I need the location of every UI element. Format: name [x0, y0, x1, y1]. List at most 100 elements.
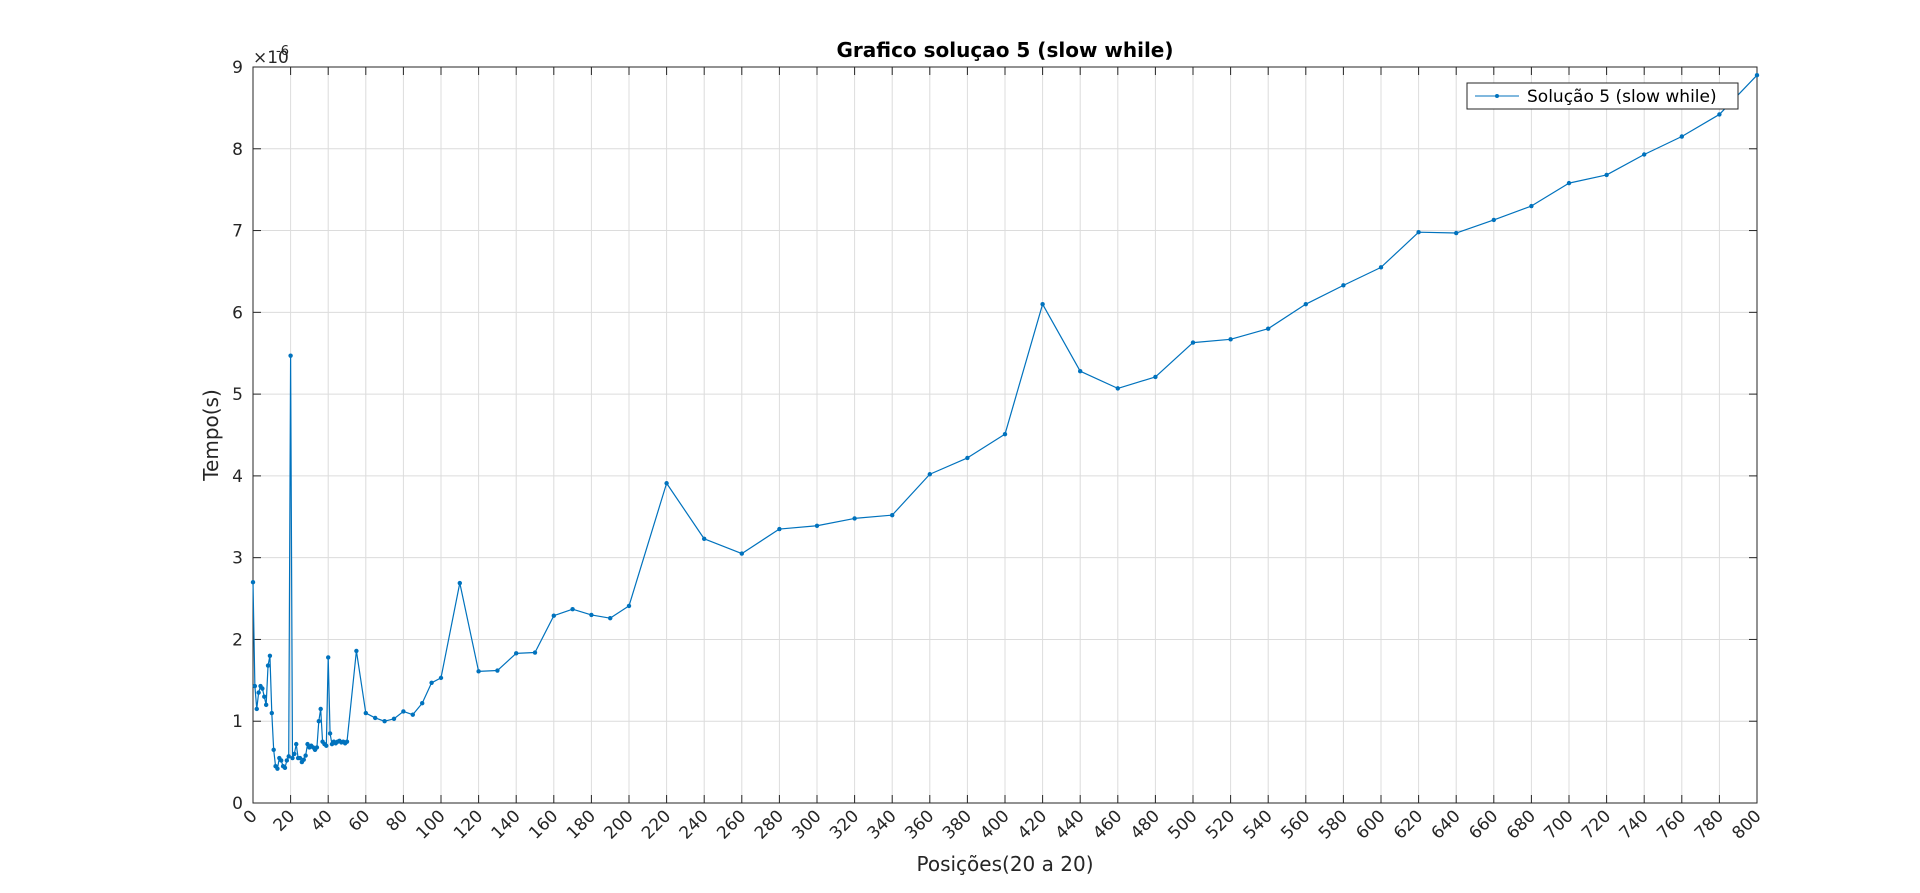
data-point: [297, 755, 303, 761]
data-point: [303, 753, 308, 758]
data-point: [1679, 134, 1685, 139]
data-series: [250, 72, 1760, 771]
data-point: [1266, 326, 1271, 331]
y-exponent-label: ×10 -6: [253, 44, 289, 68]
data-point: [927, 472, 932, 477]
data-point: [290, 755, 295, 761]
y-tick-label: 7: [232, 222, 243, 242]
data-point: [476, 669, 481, 674]
data-point: [288, 353, 293, 358]
data-point: [1454, 230, 1459, 236]
data-point: [294, 741, 299, 747]
y-tick-label: 1: [232, 712, 243, 732]
data-point: [305, 741, 310, 747]
data-point: [284, 758, 290, 763]
data-point: [354, 648, 359, 654]
data-point: [1604, 172, 1609, 178]
data-point: [265, 663, 271, 668]
data-point: [702, 536, 707, 542]
data-point: [1190, 340, 1196, 345]
data-point: [664, 481, 669, 486]
data-point: [286, 754, 291, 759]
legend-entry-label: Solução 5 (slow while): [1527, 87, 1717, 107]
data-point: [1303, 301, 1309, 307]
data-point: [570, 606, 575, 612]
data-point: [260, 686, 265, 691]
data-point: [532, 650, 538, 655]
data-point: [1566, 180, 1572, 186]
y-exponent-base: ×10: [253, 48, 289, 68]
data-point: [254, 706, 259, 712]
x-axis-label: Posições(20 a 20): [917, 852, 1094, 876]
data-point: [275, 766, 280, 771]
legend-marker-swatch: [1495, 94, 1499, 98]
data-point: [1378, 265, 1384, 270]
data-point: [814, 523, 820, 528]
data-point: [318, 706, 323, 712]
data-point: [1115, 386, 1121, 391]
data-point: [269, 710, 274, 716]
chart-title: Grafico soluçao 5 (slow while): [836, 38, 1173, 62]
data-point: [1491, 217, 1497, 223]
data-point: [344, 739, 350, 744]
data-point: [608, 615, 613, 621]
data-point: [271, 747, 276, 753]
data-point: [551, 613, 556, 618]
data-point: [1529, 203, 1534, 209]
y-tick-label: 6: [232, 303, 243, 323]
data-point: [420, 701, 425, 706]
data-point: [326, 655, 331, 660]
data-point: [363, 710, 368, 716]
data-point: [739, 551, 744, 556]
data-point: [1416, 229, 1421, 235]
data-point: [852, 516, 857, 521]
data-point: [1754, 72, 1760, 78]
y-tick-label: 9: [232, 58, 243, 78]
data-point: [1040, 301, 1045, 307]
data-point: [314, 745, 320, 750]
data-point: [292, 751, 297, 757]
data-point: [279, 758, 284, 763]
data-point: [626, 603, 632, 609]
y-tick-label: 3: [232, 549, 243, 569]
data-point: [1228, 337, 1233, 342]
data-point: [429, 680, 434, 685]
data-point: [250, 580, 256, 585]
y-tick-label: 2: [232, 630, 243, 650]
data-point: [457, 580, 462, 586]
data-point: [252, 683, 258, 689]
y-tick-label: 0: [232, 794, 243, 814]
data-point: [1002, 431, 1008, 437]
data-point: [1341, 283, 1346, 288]
data-point: [316, 719, 321, 724]
data-point: [327, 731, 333, 736]
data-point: [373, 715, 378, 721]
data-point: [324, 743, 329, 748]
y-axis-label: Tempo(s): [199, 389, 223, 482]
data-point: [301, 757, 306, 762]
data-point: [256, 690, 261, 695]
data-point: [514, 651, 519, 656]
data-point: [1642, 152, 1647, 157]
data-point: [1153, 374, 1158, 380]
legend: Solução 5 (slow while): [1466, 82, 1739, 110]
data-point: [438, 675, 444, 681]
data-point: [263, 702, 269, 708]
data-point: [267, 653, 273, 658]
data-point: [589, 612, 594, 618]
data-point: [410, 712, 415, 717]
data-point: [1078, 369, 1083, 374]
y-tick-label: 4: [232, 467, 243, 487]
data-point: [262, 694, 267, 699]
y-exponent-power: -6: [276, 44, 289, 59]
data-point: [391, 716, 397, 721]
y-tick-label: 5: [232, 385, 243, 405]
data-point: [495, 668, 500, 673]
data-point: [890, 512, 895, 518]
data-point: [777, 526, 782, 532]
data-point: [382, 719, 387, 724]
y-tick-label: 8: [232, 140, 243, 160]
data-point: [282, 765, 288, 771]
data-point: [401, 709, 406, 714]
